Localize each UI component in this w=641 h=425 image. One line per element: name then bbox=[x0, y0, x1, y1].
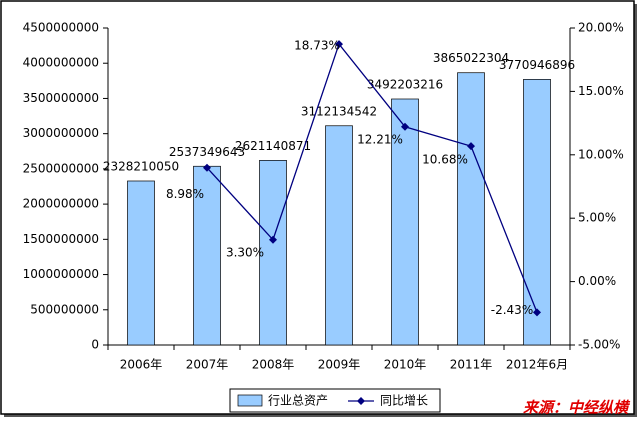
bar-value-label: 2328210050 bbox=[103, 159, 179, 173]
growth-value-label: -2.43% bbox=[491, 303, 533, 317]
y-tick-label: 3000000000 bbox=[23, 126, 99, 140]
y-tick-label: 2500000000 bbox=[23, 161, 99, 175]
growth-value-label: 12.21% bbox=[357, 132, 403, 146]
y-tick-label: 1500000000 bbox=[23, 232, 99, 246]
growth-value-label: 10.68% bbox=[422, 153, 468, 167]
bar-value-label: 3770946896 bbox=[499, 58, 575, 72]
bar-value-label: 2621140871 bbox=[235, 139, 311, 153]
x-tick-label: 2007年 bbox=[186, 358, 229, 372]
legend-swatch bbox=[237, 394, 263, 407]
y-tick-label: 4500000000 bbox=[23, 21, 99, 35]
y-tick-label: 1000000000 bbox=[23, 267, 99, 281]
growth-marker bbox=[467, 142, 475, 151]
x-tick-label: 2009年 bbox=[318, 358, 361, 372]
y-tick-label: 500000000 bbox=[30, 302, 99, 316]
y2-tick-label: -5.00% bbox=[578, 338, 620, 352]
bar-value-label: 3865022304 bbox=[433, 51, 509, 65]
growth-value-label: 8.98% bbox=[166, 187, 204, 201]
growth-marker bbox=[269, 235, 277, 244]
bar bbox=[259, 160, 287, 346]
y2-tick-label: 10.00% bbox=[578, 147, 624, 161]
bar bbox=[523, 79, 551, 346]
source: 来源：中经纵横 bbox=[523, 399, 631, 417]
legend-marker bbox=[357, 397, 365, 405]
bar bbox=[193, 165, 221, 346]
legend-label: 行业总资产 bbox=[268, 394, 328, 408]
x-tick-label: 2012年6月 bbox=[506, 358, 568, 372]
growth-line bbox=[206, 42, 538, 313]
bar bbox=[391, 98, 419, 346]
y-tick-label: 0 bbox=[91, 338, 99, 352]
y2-tick-label: 20.00% bbox=[578, 21, 624, 35]
bar-value-label: 3492203216 bbox=[367, 77, 443, 91]
growth-value-label: 18.73% bbox=[294, 39, 340, 53]
y-tick-label: 2000000000 bbox=[23, 197, 99, 211]
growth-marker bbox=[335, 40, 343, 49]
x-tick-label: 2011年 bbox=[450, 358, 493, 372]
growth-marker bbox=[533, 308, 541, 317]
x-tick-label: 2006年 bbox=[120, 358, 163, 372]
y-tick-label: 3500000000 bbox=[23, 91, 99, 105]
x-tick-label: 2008年 bbox=[252, 358, 295, 372]
y2-tick-label: 0.00% bbox=[578, 274, 616, 288]
y2-tick-label: 15.00% bbox=[578, 84, 624, 98]
y-tick-label: 4000000000 bbox=[23, 56, 99, 70]
growth-marker bbox=[203, 163, 211, 172]
bar bbox=[325, 125, 353, 346]
x-tick-label: 2010年 bbox=[384, 358, 427, 372]
growth-marker bbox=[401, 122, 409, 131]
growth-value-label: 3.30% bbox=[226, 245, 264, 259]
legend-label: 同比增长 bbox=[380, 394, 428, 408]
legend-box bbox=[229, 388, 441, 413]
bar-value-label: 3112134542 bbox=[301, 104, 377, 118]
bar bbox=[127, 180, 155, 346]
bar-value-label: 2537349643 bbox=[169, 145, 245, 159]
bar bbox=[457, 72, 485, 346]
y2-tick-label: 5.00% bbox=[578, 211, 616, 225]
